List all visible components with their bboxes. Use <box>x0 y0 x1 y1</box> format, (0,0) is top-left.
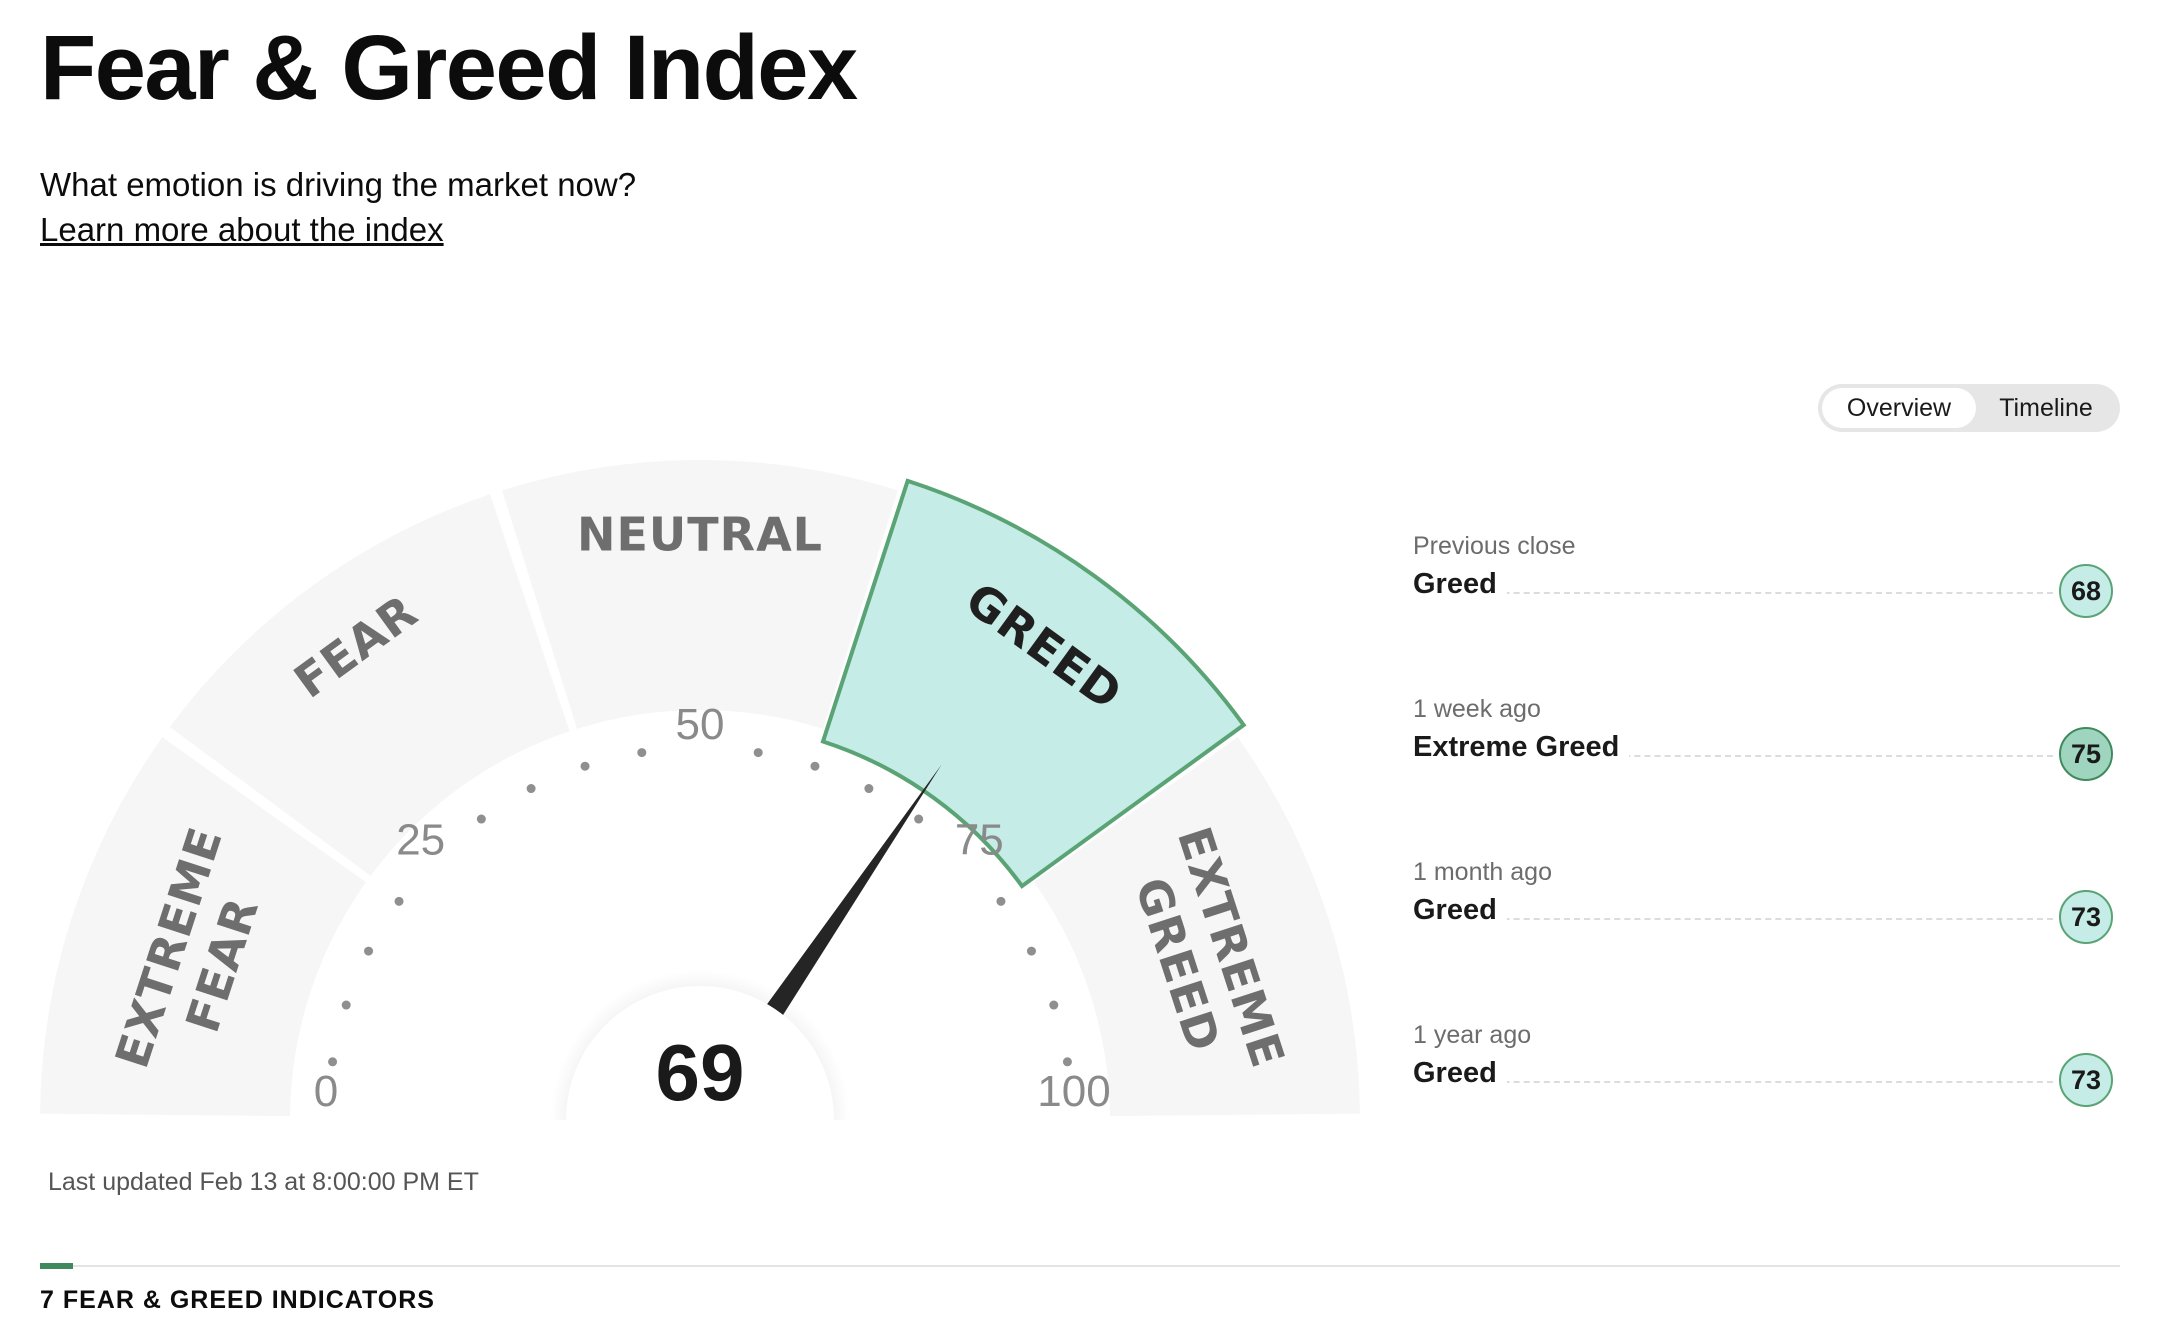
learn-more-link[interactable]: Learn more about the index <box>40 211 444 248</box>
section-divider <box>40 1265 2120 1267</box>
history-item-1-month-ago: 1 month ago Greed 73 <box>1413 854 2113 1017</box>
gauge-tick-dot <box>1049 1000 1059 1010</box>
gauge-segment-fear <box>169 494 570 876</box>
history-item-1-week-ago: 1 week ago Extreme Greed 75 <box>1413 691 2113 854</box>
timeline-toggle-button[interactable]: Timeline <box>1999 393 2093 422</box>
page-title: Fear & Greed Index <box>40 17 858 119</box>
history-score-badge: 68 <box>2059 564 2113 618</box>
gauge-tick-label: 25 <box>396 816 445 865</box>
gauge-tick-dot <box>864 784 874 794</box>
section-divider-accent <box>40 1263 73 1269</box>
gauge-score: 69 <box>656 1028 745 1117</box>
overview-toggle-button[interactable]: Overview <box>1822 388 1976 428</box>
gauge-tick-dot <box>753 748 763 758</box>
gauge-tick-label: 75 <box>955 816 1004 865</box>
gauge-segment-extreme-fear <box>40 737 367 1117</box>
gauge-tick-dot <box>810 761 820 771</box>
historical-values-list: Previous close Greed 68 1 week ago Extre… <box>1413 528 2113 1180</box>
dotted-leader <box>1413 755 2053 757</box>
dotted-leader <box>1413 918 2053 920</box>
history-rating: Extreme Greed <box>1413 731 1630 764</box>
history-period: Previous close <box>1413 532 1576 560</box>
dotted-leader <box>1413 1081 2053 1083</box>
gauge-tick-label: 100 <box>1037 1067 1110 1116</box>
dotted-leader <box>1413 592 2053 594</box>
gauge-segment-extreme-greed <box>1033 737 1360 1117</box>
gauge-tick-dot <box>328 1057 338 1067</box>
gauge-tick-label: 0 <box>314 1067 338 1116</box>
gauge-tick-dot <box>526 784 536 794</box>
view-toggle: Overview Timeline <box>1818 384 2120 432</box>
page-subtitle: What emotion is driving the market now? <box>40 166 637 203</box>
gauge-tick-dot <box>1026 946 1036 956</box>
history-score-badge: 73 <box>2059 1053 2113 1107</box>
gauge-tick-dot <box>637 748 647 758</box>
gauge-segment-neutral <box>502 459 898 729</box>
history-item-previous-close: Previous close Greed 68 <box>1413 528 2113 691</box>
gauge-tick-dot <box>394 896 404 906</box>
history-period: 1 week ago <box>1413 695 1541 723</box>
history-rating: Greed <box>1413 894 1507 927</box>
history-period: 1 month ago <box>1413 858 1552 886</box>
history-rating: Greed <box>1413 568 1507 601</box>
history-score-badge: 75 <box>2059 727 2113 781</box>
history-period: 1 year ago <box>1413 1021 1532 1049</box>
gauge-segment-label: NEUTRAL <box>577 508 823 562</box>
indicators-section-heading[interactable]: 7 FEAR & GREED INDICATORS <box>40 1286 435 1314</box>
history-rating: Greed <box>1413 1057 1507 1090</box>
history-score-badge: 73 <box>2059 890 2113 944</box>
gauge-tick-dot <box>476 814 486 824</box>
gauge-tick-dot <box>580 761 590 771</box>
gauge-tick-dot <box>1062 1057 1072 1067</box>
gauge-tick-dot <box>996 896 1006 906</box>
history-item-1-year-ago: 1 year ago Greed 73 <box>1413 1017 2113 1180</box>
gauge-tick-label: 50 <box>676 700 725 749</box>
gauge-tick-dot <box>341 1000 351 1010</box>
gauge-tick-dot <box>364 946 374 956</box>
gauge-tick-dot <box>914 814 924 824</box>
last-updated-text: Last updated Feb 13 at 8:00:00 PM ET <box>48 1168 479 1196</box>
